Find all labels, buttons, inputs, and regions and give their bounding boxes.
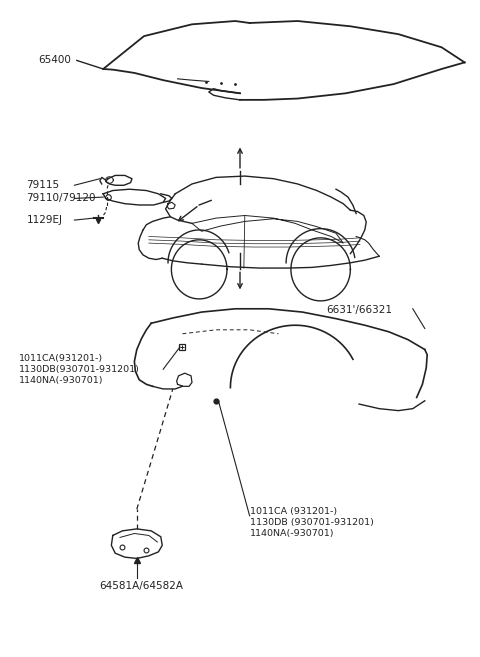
Text: 64581A/64582A: 64581A/64582A xyxy=(100,581,183,591)
Text: 65400: 65400 xyxy=(38,55,71,66)
Text: 1011CA(931201-): 1011CA(931201-) xyxy=(19,353,103,363)
Text: 6631'/66321: 6631'/66321 xyxy=(326,305,393,315)
Text: 1140NA(-930701): 1140NA(-930701) xyxy=(250,529,334,538)
Text: 1011CA (931201-): 1011CA (931201-) xyxy=(250,507,337,516)
Text: 1130DB(930701-931201): 1130DB(930701-931201) xyxy=(19,365,140,374)
Text: 1140NA(-930701): 1140NA(-930701) xyxy=(19,376,104,385)
Text: 1130DB (930701-931201): 1130DB (930701-931201) xyxy=(250,518,373,527)
Text: 79115: 79115 xyxy=(26,180,60,191)
Text: 79110/79120: 79110/79120 xyxy=(26,193,96,204)
Text: 1129EJ: 1129EJ xyxy=(26,215,62,225)
